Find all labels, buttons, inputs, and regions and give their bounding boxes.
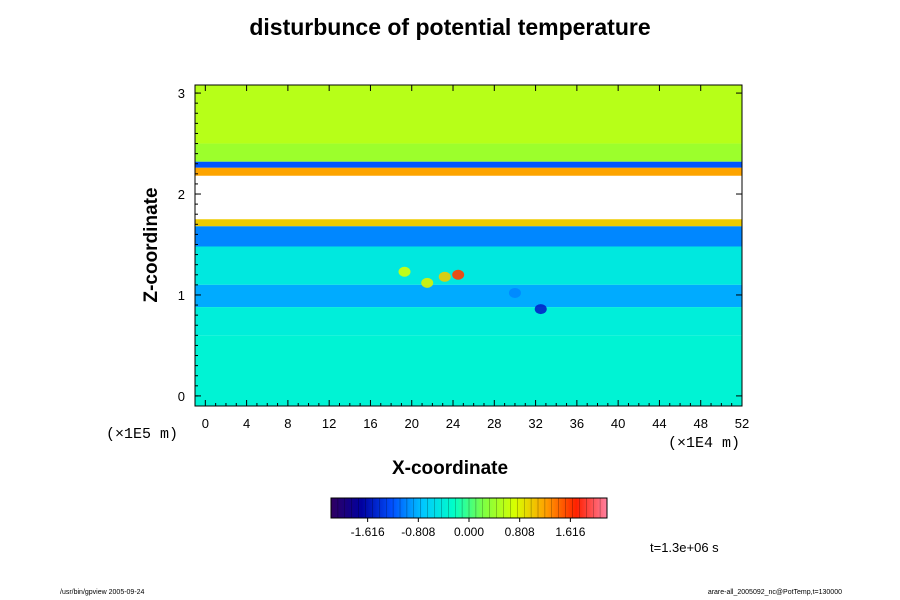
- field-band-3: [195, 167, 742, 176]
- colorbar-tick-label: 0.000: [454, 525, 484, 539]
- field-hotspot-0: [452, 269, 465, 280]
- y-tick-label: 1: [178, 288, 185, 303]
- x-axis: 0 4 8 12 16 20 24 28 32 36 40 44 48 52: [202, 85, 749, 431]
- x-tick-label: 4: [243, 416, 250, 431]
- x-axis-label: X-coordinate: [391, 458, 509, 479]
- y-unit-label: (×1E5 m): [106, 426, 179, 443]
- field-hotspot-2: [398, 266, 411, 277]
- colorbar: -1.616 -0.808 0.000 0.808 1.616: [330, 497, 608, 539]
- x-tick-label: 36: [570, 416, 584, 431]
- x-tick-label: 32: [528, 416, 542, 431]
- footer-left: /usr/bin/gpview 2005-09-24: [60, 589, 145, 596]
- field-band-6: [195, 226, 742, 247]
- x-unit-label: (×1E4 m): [668, 435, 741, 452]
- field-band-10: [195, 335, 742, 406]
- y-axis: 0 1 2 3: [178, 86, 742, 404]
- colorbar-tick-label: -1.616: [351, 525, 385, 539]
- field-hotspot-1: [438, 271, 451, 282]
- chart-title: disturbunce of potential temperature: [249, 14, 651, 40]
- x-tick-label: 20: [405, 416, 419, 431]
- colorbar-tick-label: 1.616: [555, 525, 585, 539]
- x-tick-label: 44: [652, 416, 666, 431]
- field-band-2: [195, 161, 742, 168]
- field-band-4: [195, 175, 742, 220]
- x-tick-label: 28: [487, 416, 501, 431]
- field-hotspot-4: [534, 304, 547, 315]
- x-tick-label: 52: [735, 416, 749, 431]
- x-tick-label: 48: [693, 416, 707, 431]
- y-tick-label: 2: [178, 187, 185, 202]
- footer-right: arare-all_2005092_nc@PotTemp,t=130000: [707, 589, 842, 596]
- colorbar-tick-label: 0.808: [505, 525, 535, 539]
- x-tick-label: 0: [202, 416, 209, 431]
- x-tick-label: 40: [611, 416, 625, 431]
- field-band-5: [195, 219, 742, 227]
- colorbar-tick-label: -0.808: [401, 525, 435, 539]
- plot-frame: [194, 84, 743, 407]
- field-band-7: [195, 246, 742, 285]
- x-tick-label: 24: [446, 416, 460, 431]
- y-tick-label: 3: [178, 86, 185, 101]
- field-band-0: [195, 85, 742, 144]
- x-tick-label: 8: [284, 416, 291, 431]
- x-tick-label: 16: [363, 416, 377, 431]
- field-hotspot-5: [508, 287, 521, 298]
- field-band-9: [195, 307, 742, 336]
- field-band-1: [195, 143, 742, 162]
- plot-field: [195, 85, 742, 406]
- field-band-8: [195, 284, 742, 308]
- y-tick-label: 0: [178, 389, 185, 404]
- field-hotspot-3: [421, 277, 434, 288]
- time-label: t=1.3e+06 s: [650, 540, 719, 555]
- x-tick-label: 12: [322, 416, 336, 431]
